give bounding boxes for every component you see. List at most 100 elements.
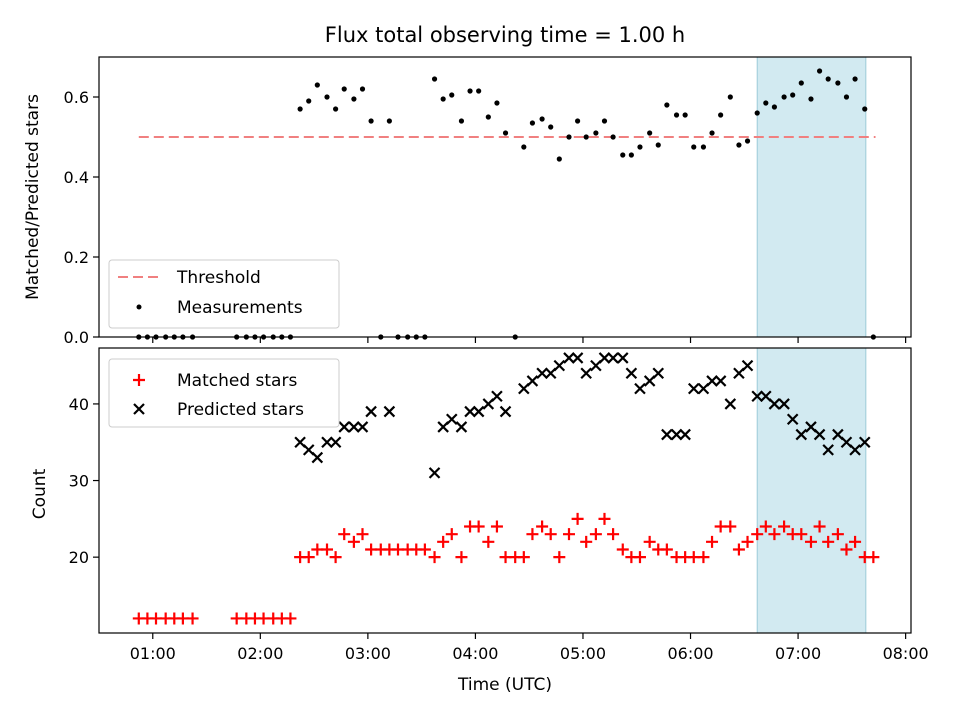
predicted-point <box>526 375 539 387</box>
bottom-legend-box <box>108 358 340 428</box>
predicted-point <box>321 436 333 449</box>
x-tick-label: 05:00 <box>560 644 606 663</box>
bottom-y-tick-label: 40 <box>69 395 89 414</box>
matched-point <box>813 520 826 533</box>
matched-point <box>455 551 468 564</box>
measurement-point <box>655 142 661 148</box>
measurement-point <box>521 144 527 150</box>
bottom-y-ticks: 20 30 40 <box>69 395 99 567</box>
measurement-point <box>808 96 814 102</box>
matched-point <box>356 528 369 541</box>
x-tick-label: 02:00 <box>237 644 283 663</box>
legend-measurements-swatch <box>136 304 142 310</box>
matched-point <box>795 528 808 541</box>
measurement-point <box>467 88 473 94</box>
predicted-points <box>294 352 871 479</box>
measurement-point <box>297 106 303 112</box>
matched-point <box>284 612 297 625</box>
measurement-point <box>647 130 653 136</box>
matched-point <box>490 520 503 533</box>
matched-point <box>472 520 485 533</box>
measurement-point <box>664 102 670 108</box>
measurement-point <box>816 68 823 74</box>
predicted-point <box>822 444 834 456</box>
matched-point <box>562 528 575 541</box>
matched-point <box>759 520 772 533</box>
top-axes-frame <box>98 56 912 338</box>
matched-point <box>338 528 351 541</box>
matched-point <box>724 520 737 533</box>
predicted-point <box>329 436 342 449</box>
top-y-axis-label: Matched/Predicted stars <box>23 94 43 300</box>
x-tick-label: 07:00 <box>775 644 821 663</box>
measurement-point <box>835 80 841 86</box>
predicted-point <box>311 451 324 464</box>
measurement-point <box>790 92 796 98</box>
measurement-point <box>351 96 357 102</box>
top-legend: Threshold Measurements <box>108 259 340 329</box>
matched-point <box>445 528 458 541</box>
measurement-point <box>763 100 769 106</box>
predicted-point <box>580 367 592 380</box>
measurement-point <box>502 130 509 136</box>
predicted-point <box>616 352 629 364</box>
legend-threshold-label: Threshold <box>176 268 261 288</box>
measurement-point <box>324 94 330 100</box>
predicted-point <box>428 467 441 479</box>
predicted-point <box>499 405 512 418</box>
bottom-panel: 20 30 40 01:00 02:00 03:00 04:00 05:00 06:00 07:… <box>30 347 929 695</box>
predicted-point <box>348 421 360 433</box>
measurement-point <box>431 76 438 82</box>
matched-point <box>643 535 656 548</box>
predicted-point <box>491 390 503 403</box>
matched-point <box>302 551 315 564</box>
predicted-point <box>445 413 458 426</box>
matched-point <box>849 535 862 548</box>
predicted-point <box>607 352 619 364</box>
top-y-tick-label: 0.4 <box>64 168 89 187</box>
x-tick-label: 06:00 <box>667 644 713 663</box>
predicted-point <box>768 398 781 410</box>
measurement-point <box>306 98 312 104</box>
measurement-point <box>852 76 858 82</box>
top-panel: 0.0 0.2 0.4 0.6 Matched/Predicted stars Thr… <box>23 56 912 347</box>
matched-point <box>831 528 844 541</box>
matched-point <box>633 551 646 564</box>
predicted-point <box>571 352 584 364</box>
measurement-point <box>566 134 572 140</box>
measurement-point <box>718 112 724 118</box>
matched-point <box>598 512 611 525</box>
matched-point <box>697 551 710 564</box>
predicted-point <box>598 352 611 364</box>
legend-measurements-label: Measurements <box>177 298 303 318</box>
matched-point <box>544 528 557 541</box>
matched-point <box>822 535 835 548</box>
predicted-point <box>472 405 485 418</box>
matched-point <box>517 551 530 564</box>
measurement-point <box>386 118 392 124</box>
predicted-point <box>338 421 350 433</box>
matched-point <box>571 512 584 525</box>
measurement-point <box>583 134 589 140</box>
predicted-point <box>751 390 763 403</box>
measurement-point <box>333 106 339 112</box>
predicted-point <box>670 428 683 441</box>
predicted-point <box>679 428 691 441</box>
matched-point <box>437 535 450 548</box>
predicted-point <box>652 367 665 380</box>
matched-point <box>428 551 441 564</box>
predicted-point <box>356 421 369 433</box>
matched-point <box>526 528 539 541</box>
measurement-point <box>691 144 697 150</box>
top-legend-box <box>108 259 340 329</box>
measurement-point <box>476 88 482 94</box>
measurement-point <box>682 112 688 118</box>
measurement-point <box>754 110 760 116</box>
measurement-point <box>494 100 500 106</box>
matched-point <box>867 551 880 564</box>
measurement-point <box>539 116 545 122</box>
measurement-point <box>574 118 581 124</box>
bottom-axes-frame <box>98 347 912 634</box>
predicted-point <box>625 367 638 380</box>
predicted-point <box>724 398 737 410</box>
